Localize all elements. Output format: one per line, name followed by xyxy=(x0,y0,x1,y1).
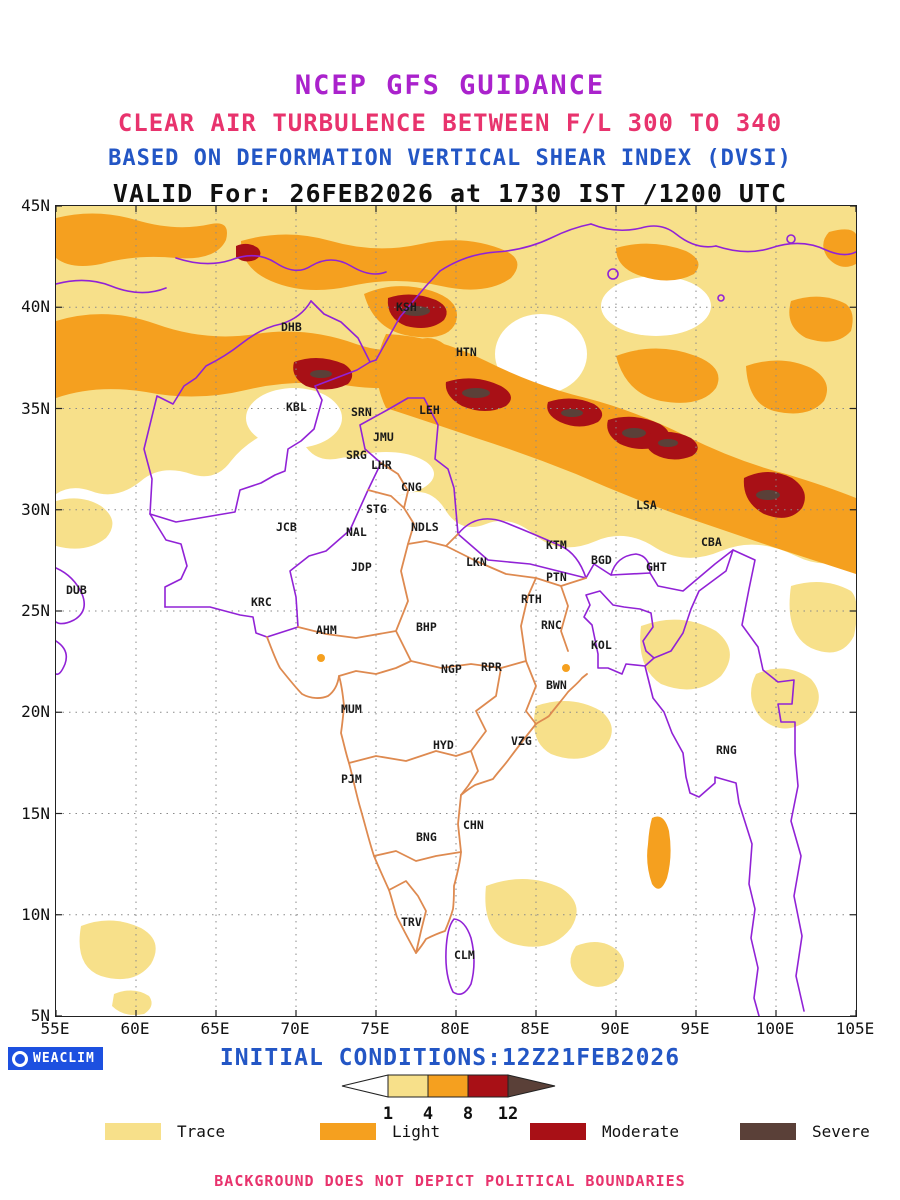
y-tick-label: 30N xyxy=(21,499,50,519)
city-label-ktm: KTM xyxy=(546,538,567,552)
y-tick-label: 45N xyxy=(21,196,50,215)
cyclone-logo-icon xyxy=(12,1050,28,1067)
city-label-cng: CNG xyxy=(401,480,422,494)
y-tick-label: 40N xyxy=(21,297,50,317)
legend: Trace Light Moderate Severe xyxy=(0,1122,900,1146)
city-label-ndls: NDLS xyxy=(411,520,439,534)
scale-value-label: 4 xyxy=(423,1104,433,1124)
state-boundaries xyxy=(266,462,588,954)
color-scale-bar: 1 4 8 12 xyxy=(341,1074,556,1124)
city-label-bhp: BHP xyxy=(416,620,437,634)
city-label-rth: RTH xyxy=(521,592,542,606)
legend-item-severe: Severe xyxy=(740,1122,870,1141)
title-block: NCEP GFS GUIDANCE CLEAR AIR TURBULENCE B… xyxy=(0,70,900,208)
city-label-ahm: AHM xyxy=(316,623,337,637)
city-label-kol: KOL xyxy=(591,638,612,652)
city-label-bng: BNG xyxy=(416,830,437,844)
x-tick-label: 105E xyxy=(835,1019,875,1038)
x-tick-label: 90E xyxy=(600,1019,630,1038)
city-label-jdp: JDP xyxy=(351,560,372,574)
title-product: CLEAR AIR TURBULENCE BETWEEN F/L 300 TO … xyxy=(117,109,783,137)
x-tick-label: 65E xyxy=(200,1019,230,1038)
title-method: BASED ON DEFORMATION VERTICAL SHEAR INDE… xyxy=(108,146,792,171)
city-label-bgd: BGD xyxy=(591,553,612,567)
scale-value-label: 1 xyxy=(383,1104,393,1124)
initial-conditions-text: INITIAL CONDITIONS:12Z21FEB2026 xyxy=(219,1045,681,1071)
legend-swatch xyxy=(530,1123,586,1140)
city-label-jmu: JMU xyxy=(373,430,394,444)
city-label-dub: DUB xyxy=(66,583,87,597)
x-tick-label: 80E xyxy=(440,1019,470,1038)
city-label-kbl: KBL xyxy=(286,400,307,414)
y-tick-label: 15N xyxy=(21,803,50,823)
frame-ticks xyxy=(56,206,856,1016)
weaclim-logo: WEACLIM xyxy=(8,1047,103,1070)
y-tick-label: 25N xyxy=(21,601,50,620)
legend-swatch xyxy=(105,1123,161,1140)
x-tick-label: 60E xyxy=(120,1019,150,1038)
city-label-htn: HTN xyxy=(456,345,477,359)
title-model: NCEP GFS GUIDANCE xyxy=(294,70,606,101)
city-label-rpr: RPR xyxy=(481,660,502,674)
city-labels: DHB KSH HTN KBL SRN LEH JMU SRG LHR CNG STG JCB NAL N… xyxy=(66,300,737,962)
x-tick-label: 75E xyxy=(360,1019,390,1038)
city-label-ksh: KSH xyxy=(396,300,417,314)
x-tick-label: 70E xyxy=(280,1019,310,1038)
turbulence-map: DHB KSH HTN KBL SRN LEH JMU SRG LHR CNG STG JCB NAL N… xyxy=(56,206,856,1016)
city-label-leh: LEH xyxy=(419,403,440,417)
x-tick-label: 95E xyxy=(680,1019,710,1038)
city-label-nal: NAL xyxy=(346,525,367,539)
logo-text: WEACLIM xyxy=(33,1051,95,1066)
legend-swatch xyxy=(320,1123,376,1140)
city-label-chn: CHN xyxy=(463,818,484,832)
city-label-rng: RNG xyxy=(716,743,737,757)
city-label-dhb: DHB xyxy=(281,320,302,334)
legend-swatch xyxy=(740,1123,796,1140)
city-label-cba: CBA xyxy=(701,535,722,549)
city-label-lhr: LHR xyxy=(371,458,392,472)
x-tick-label: 85E xyxy=(520,1019,550,1038)
legend-label: Trace xyxy=(177,1122,226,1141)
x-tick-label: 55E xyxy=(40,1019,70,1038)
y-tick-label: 20N xyxy=(21,702,50,722)
city-label-srn: SRN xyxy=(351,405,372,419)
city-label-rnc: RNC xyxy=(541,618,562,632)
city-label-jcb: JCB xyxy=(276,520,297,534)
map-plot-area: DHB KSH HTN KBL SRN LEH JMU SRG LHR CNG STG JCB NAL N… xyxy=(55,205,857,1017)
scale-value-label: 8 xyxy=(463,1104,473,1124)
city-label-clm: CLM xyxy=(454,948,475,962)
city-label-bwn: BWN xyxy=(546,678,567,692)
turbulence-fill-severe xyxy=(310,306,780,500)
y-tick-label: 35N xyxy=(21,398,50,418)
x-tick-label: 100E xyxy=(755,1019,795,1038)
city-label-ptn: PTN xyxy=(546,570,567,584)
disclaimer-text: BACKGROUND DOES NOT DEPICT POLITICAL BOU… xyxy=(214,1172,686,1190)
scale-value-label: 12 xyxy=(498,1104,518,1124)
legend-item-light: Light xyxy=(320,1122,440,1141)
title-valid-time: VALID For: 26FEB2026 at 1730 IST /1200 U… xyxy=(112,179,788,208)
clear-pockets xyxy=(246,276,711,496)
y-tick-label: 5N xyxy=(30,1006,50,1025)
city-label-ght: GHT xyxy=(646,560,667,574)
legend-label: Light xyxy=(392,1122,441,1141)
city-label-krc: KRC xyxy=(251,595,272,609)
city-label-trv: TRV xyxy=(401,915,422,929)
city-label-mum: MUM xyxy=(341,702,362,716)
city-label-srg: SRG xyxy=(346,448,367,462)
legend-label: Moderate xyxy=(602,1122,680,1141)
city-label-lkn: LKN xyxy=(466,555,487,569)
city-label-ngp: NGP xyxy=(441,662,462,676)
city-label-hyd: HYD xyxy=(433,738,454,752)
international-boundaries xyxy=(56,223,856,1016)
city-label-pjm: PJM xyxy=(341,772,362,786)
city-label-vzg: VZG xyxy=(511,734,532,748)
y-tick-label: 10N xyxy=(21,904,50,924)
city-label-stg: STG xyxy=(366,502,387,516)
city-label-lsa: LSA xyxy=(636,498,657,512)
legend-item-trace: Trace xyxy=(105,1122,225,1141)
legend-label: Severe xyxy=(812,1122,870,1141)
legend-item-moderate: Moderate xyxy=(530,1122,679,1141)
